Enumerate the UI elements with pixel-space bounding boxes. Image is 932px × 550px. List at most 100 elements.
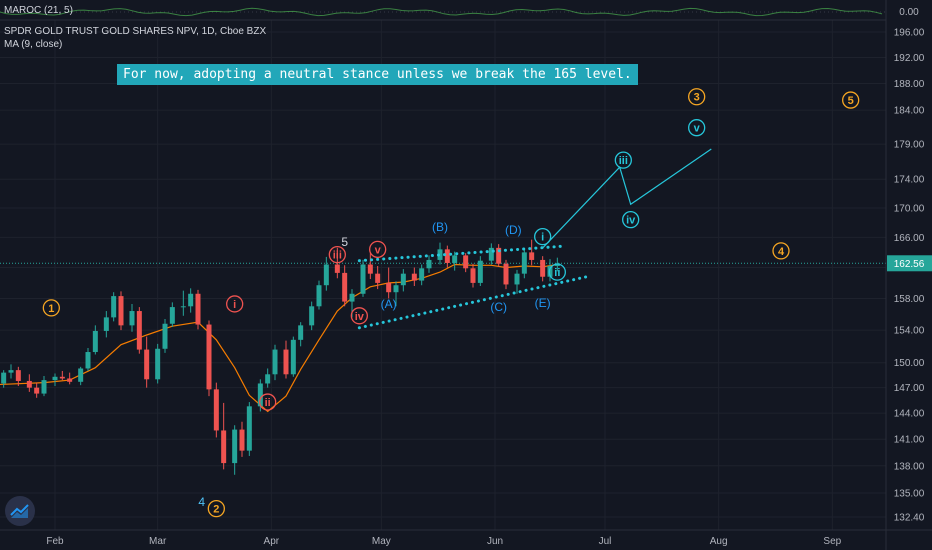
time-axis[interactable]: Feb Mar Apr May Jun Jul Aug Sep — [0, 529, 932, 547]
candle — [496, 244, 502, 267]
wave-label: ii — [548, 263, 566, 281]
wave-label-text: 2 — [213, 504, 219, 516]
candle — [309, 301, 315, 331]
wave-label-text: ii — [265, 397, 271, 409]
candle-body — [309, 306, 315, 326]
wave-label-text: iii — [619, 155, 628, 167]
price-tick-label: 192.00 — [894, 53, 925, 64]
wave-label-text: (C) — [490, 300, 507, 314]
candle-body — [477, 260, 483, 283]
wave-label: 1 — [42, 299, 60, 317]
wave-label-text: 4 — [778, 246, 785, 258]
wave-label: (E) — [535, 296, 551, 310]
candle-body — [400, 273, 406, 286]
price-tick-label: 150.00 — [894, 358, 925, 369]
candle — [444, 245, 450, 268]
wave-label: i — [226, 295, 244, 313]
price-axis-bg — [886, 0, 932, 550]
candle — [529, 239, 535, 266]
candle — [360, 259, 366, 297]
candle-body — [52, 376, 58, 381]
price-tick-label: 196.00 — [894, 28, 925, 39]
annotation-banner: For now, adopting a neutral stance unles… — [117, 64, 638, 85]
price-tick-label: 132.40 — [894, 513, 925, 524]
wave-label: (B) — [432, 220, 448, 234]
oscillator-legend[interactable]: MAROC (21, 5) — [4, 5, 73, 16]
oscillator-value-label: 0.00 — [899, 7, 919, 18]
wave-label-circle — [369, 240, 387, 259]
wave-label-circle — [842, 91, 860, 109]
wave-label: v — [688, 119, 706, 137]
candle-body — [41, 380, 47, 394]
candle-body — [367, 264, 373, 274]
candle — [188, 288, 194, 313]
candle-body — [15, 370, 21, 381]
candle-body — [470, 268, 476, 283]
wave-label-text: 5 — [341, 235, 348, 249]
time-tick-label: Sep — [823, 536, 841, 547]
wave-label-text: (D) — [505, 223, 522, 237]
price-tick-label: 144.00 — [894, 409, 925, 420]
wave-label-text: (A) — [381, 297, 397, 311]
tradingview-logo[interactable] — [5, 496, 35, 526]
candle — [393, 281, 399, 307]
candle-body — [323, 264, 329, 286]
symbol-title[interactable]: SPDR GOLD TRUST GOLD SHARES NPV, 1D, Cbo… — [4, 26, 267, 37]
oscillator-pane — [0, 7, 932, 21]
candle — [521, 247, 527, 279]
candle-body — [386, 282, 392, 293]
last-price-tag — [887, 255, 932, 272]
wave-label-text: 5 — [848, 95, 854, 107]
price-tick-label: 147.00 — [894, 383, 925, 394]
candle-body — [503, 263, 509, 285]
candle-body — [169, 307, 175, 324]
candle-body — [265, 374, 271, 384]
candle-body — [144, 349, 150, 380]
candle — [503, 259, 509, 290]
trendlines — [357, 244, 589, 330]
time-tick-label: Apr — [264, 536, 280, 547]
candle-body — [375, 273, 381, 283]
ma-legend[interactable]: MA (9, close) — [4, 39, 63, 50]
wave-label-circle — [328, 245, 346, 264]
candle — [400, 269, 406, 292]
candle — [52, 373, 58, 386]
wave-label-circle — [534, 227, 552, 246]
wave-label-text: ii — [554, 267, 560, 279]
candle-body — [316, 285, 322, 307]
candle-body — [444, 249, 450, 263]
wave-label-text: i — [541, 232, 544, 244]
price-tick-label: 135.00 — [894, 488, 925, 499]
candle — [78, 366, 84, 386]
candle-body — [188, 293, 194, 307]
candle — [540, 256, 546, 282]
candle — [15, 366, 21, 386]
wave-label-text: iv — [626, 215, 636, 227]
candle-body — [257, 383, 263, 407]
candle — [477, 256, 483, 286]
moving-average — [0, 263, 558, 413]
price-tick-label: 158.00 — [894, 294, 925, 305]
candle-body — [272, 349, 278, 375]
wave-label: i — [534, 227, 552, 246]
candle — [111, 292, 117, 322]
time-tick-label: May — [372, 536, 391, 547]
candle-body — [232, 429, 238, 464]
candle — [283, 340, 289, 379]
candle — [169, 302, 175, 327]
candle-body — [334, 264, 340, 273]
lower-channel-line — [357, 275, 589, 330]
candle — [426, 255, 432, 273]
candle-body — [283, 349, 289, 375]
price-axis[interactable]: 132.40 135.00 138.00 141.00 144.00 147.00 150.… — [885, 0, 932, 550]
candle — [118, 291, 124, 331]
grid — [0, 20, 886, 530]
time-tick-label: Mar — [149, 536, 167, 547]
candle — [246, 402, 252, 456]
candle — [232, 425, 238, 475]
candle-body — [1, 372, 7, 384]
candle — [298, 322, 304, 347]
wave-label: iv — [350, 307, 368, 325]
candle-body — [118, 296, 124, 326]
